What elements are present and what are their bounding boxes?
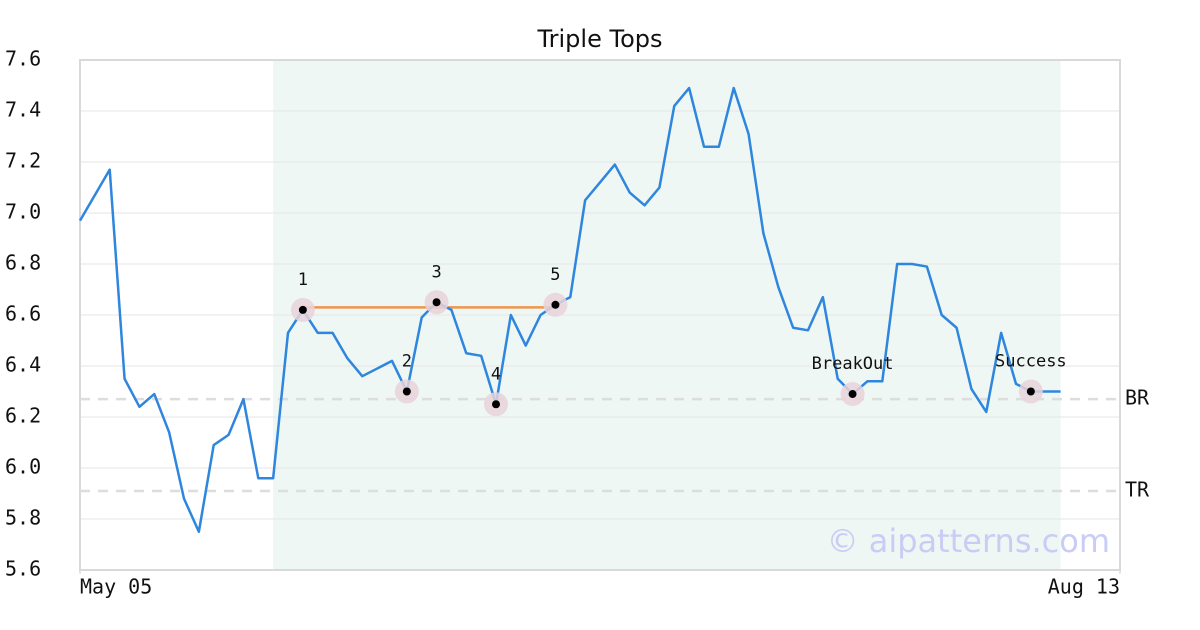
y-tick-label: 7.6 <box>5 47 41 71</box>
pattern-point <box>848 390 857 399</box>
pattern-point <box>492 400 500 409</box>
pattern-point <box>551 300 560 309</box>
reference-label: TR <box>1125 477 1150 501</box>
y-tick-label: 7.4 <box>5 98 41 122</box>
pattern-label: 5 <box>550 265 560 285</box>
y-tick-label: 6.8 <box>5 251 41 275</box>
chart-title: Triple Tops <box>537 25 663 53</box>
pattern-point <box>1026 387 1035 396</box>
y-tick-label: 6.4 <box>5 353 41 377</box>
y-tick-label: 7.2 <box>5 149 41 173</box>
plot-border <box>79 59 1121 571</box>
y-tick-label: 6.0 <box>5 455 41 479</box>
pattern-point <box>402 387 411 396</box>
x-tick-label: Aug 13 <box>1048 575 1120 599</box>
pattern-label: 4 <box>491 364 501 384</box>
watermark: © aipatterns.com <box>827 522 1110 560</box>
price-line <box>78 86 1061 533</box>
y-tick-label: 5.8 <box>5 506 41 530</box>
x-tick-label: May 05 <box>80 575 152 599</box>
pattern-label: 3 <box>431 262 441 282</box>
pattern-point <box>298 305 307 314</box>
y-tick-label: 7.0 <box>5 200 41 224</box>
y-tick-label: 6.2 <box>5 404 41 428</box>
y-tick-label: 6.6 <box>5 302 41 326</box>
pattern-label: 2 <box>402 352 412 372</box>
pattern-label: Success <box>995 352 1067 372</box>
reference-label: BR <box>1125 386 1150 410</box>
pattern-label: BreakOut <box>812 354 894 374</box>
pattern-label: 1 <box>298 270 308 290</box>
y-tick-label: 5.6 <box>5 557 41 581</box>
pattern-point <box>432 298 441 307</box>
